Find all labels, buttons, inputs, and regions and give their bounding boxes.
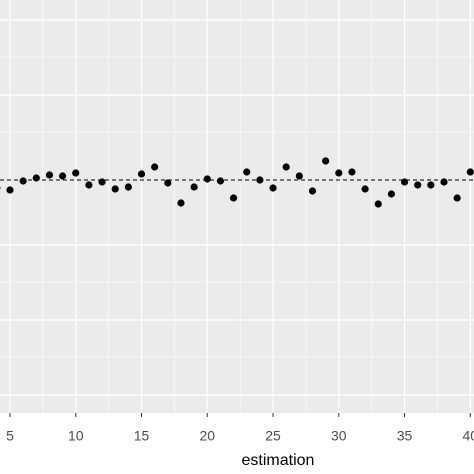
point	[177, 199, 185, 207]
x-tick-label: 35	[397, 428, 413, 444]
panel-background	[0, 0, 474, 413]
x-tick-label: 25	[265, 428, 281, 444]
point	[335, 169, 343, 177]
point	[400, 178, 409, 186]
point	[98, 178, 106, 186]
point	[466, 168, 474, 176]
point	[45, 171, 54, 179]
x-tick-label: 30	[331, 428, 347, 444]
point	[322, 157, 330, 165]
point	[137, 170, 146, 178]
point	[269, 184, 277, 192]
point	[216, 177, 225, 185]
point	[308, 187, 317, 195]
horizontal-grid	[0, 19, 474, 396]
point	[190, 183, 198, 191]
x-tick-label: 10	[68, 428, 84, 444]
point	[427, 181, 435, 189]
point	[295, 172, 303, 180]
point	[72, 169, 80, 177]
point	[6, 186, 14, 194]
point	[282, 163, 290, 171]
point	[374, 200, 382, 208]
point	[124, 183, 132, 191]
point	[387, 190, 396, 198]
point	[361, 185, 369, 193]
point	[164, 179, 172, 187]
point	[203, 175, 211, 183]
point	[59, 172, 67, 180]
point	[440, 178, 448, 186]
x-tick-label: 5	[6, 428, 14, 444]
point	[348, 168, 356, 176]
point	[151, 163, 159, 171]
x-tick-label: 40	[463, 428, 474, 444]
point	[111, 185, 119, 193]
point	[19, 177, 27, 185]
point	[229, 194, 238, 202]
point	[85, 181, 93, 189]
point	[256, 176, 264, 184]
point	[243, 168, 251, 176]
x-axis-title: estimation	[242, 452, 315, 469]
point	[453, 194, 461, 202]
point	[414, 181, 422, 189]
x-tick-label: 15	[134, 428, 150, 444]
x-tick-label: 20	[199, 428, 215, 444]
point	[32, 174, 40, 182]
